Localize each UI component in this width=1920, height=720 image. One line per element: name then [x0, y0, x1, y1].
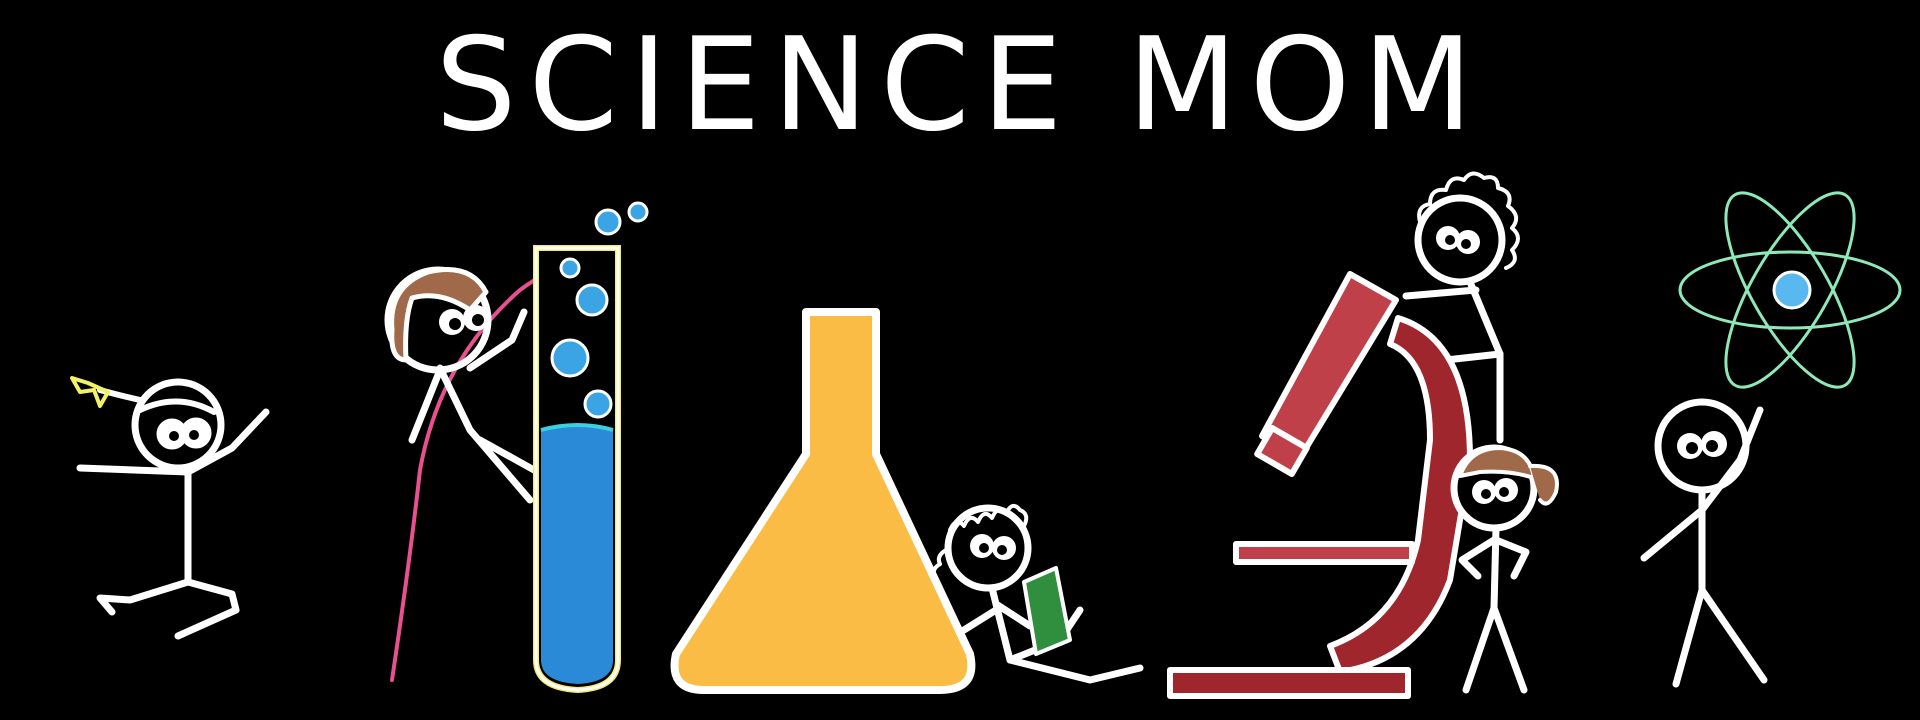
person-holding-atom-icon	[1640, 398, 1768, 688]
erlenmeyer-flask-icon	[670, 308, 976, 694]
child-reading-book-icon	[931, 503, 1144, 684]
girl-climbing-rope-icon	[384, 246, 620, 682]
ponytail-girl-icon	[1450, 444, 1559, 694]
test-tube-icon	[533, 201, 649, 694]
atom-icon	[1678, 191, 1902, 389]
page-title: SCIENCE MOM	[435, 11, 1485, 160]
jumping-girl-with-bow-icon	[70, 376, 270, 640]
curly-haired-person-icon	[1402, 171, 1520, 444]
microscope-icon	[1167, 271, 1473, 699]
